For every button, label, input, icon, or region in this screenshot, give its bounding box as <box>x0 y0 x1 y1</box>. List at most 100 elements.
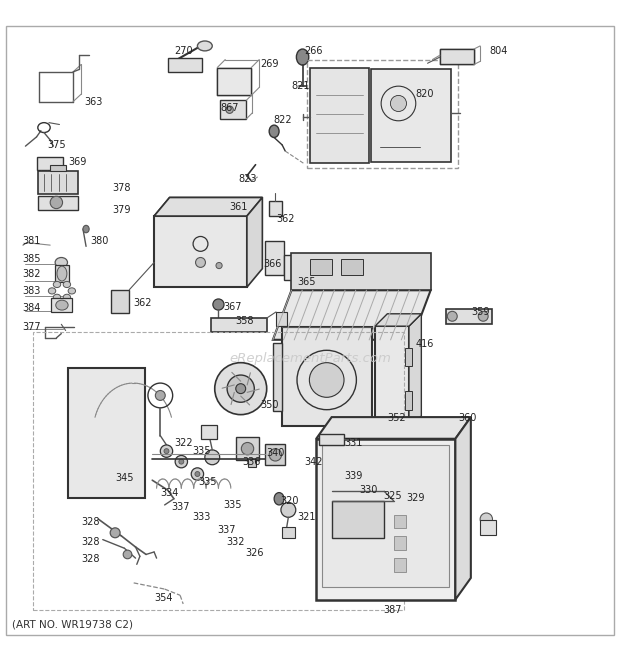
Bar <box>217 67 251 95</box>
Text: 378: 378 <box>112 183 131 193</box>
Ellipse shape <box>50 196 63 209</box>
Ellipse shape <box>156 391 166 401</box>
Bar <box>55 265 69 282</box>
Ellipse shape <box>83 225 89 233</box>
Text: 382: 382 <box>22 269 41 279</box>
Ellipse shape <box>175 455 187 468</box>
Ellipse shape <box>68 288 76 294</box>
Text: 352: 352 <box>388 413 406 423</box>
Bar <box>248 459 255 467</box>
Text: 363: 363 <box>84 97 102 106</box>
Bar <box>201 425 216 439</box>
Text: 332: 332 <box>226 537 245 547</box>
Text: 379: 379 <box>112 205 131 215</box>
Bar <box>371 69 451 162</box>
Bar <box>282 527 294 538</box>
Text: 365: 365 <box>298 277 316 288</box>
Text: 329: 329 <box>406 492 424 502</box>
Ellipse shape <box>53 294 61 301</box>
Bar <box>310 259 332 275</box>
Ellipse shape <box>269 449 281 461</box>
Text: 342: 342 <box>304 457 322 467</box>
Text: 350: 350 <box>260 400 279 410</box>
Text: 336: 336 <box>242 457 260 467</box>
Ellipse shape <box>448 311 457 321</box>
Ellipse shape <box>123 550 132 559</box>
Bar <box>405 391 412 410</box>
Text: 328: 328 <box>81 518 100 527</box>
Text: 266: 266 <box>304 46 322 56</box>
Ellipse shape <box>226 106 233 114</box>
Text: 384: 384 <box>22 303 41 313</box>
Bar <box>316 439 455 600</box>
Ellipse shape <box>197 41 212 51</box>
Ellipse shape <box>195 258 205 268</box>
Bar <box>38 171 78 194</box>
Text: 328: 328 <box>81 537 100 547</box>
Bar <box>50 165 66 171</box>
Ellipse shape <box>161 445 172 457</box>
Bar <box>68 368 145 498</box>
Bar <box>111 290 130 313</box>
Text: 331: 331 <box>344 438 363 448</box>
Text: 820: 820 <box>415 89 434 99</box>
Text: 270: 270 <box>174 46 192 56</box>
Ellipse shape <box>205 450 219 465</box>
Text: 387: 387 <box>383 605 402 615</box>
Bar <box>268 200 282 216</box>
Text: 823: 823 <box>239 174 257 184</box>
Text: 328: 328 <box>81 555 100 564</box>
Bar <box>394 558 406 572</box>
Ellipse shape <box>216 262 222 268</box>
Text: 360: 360 <box>458 413 477 423</box>
Ellipse shape <box>164 449 169 453</box>
Text: 416: 416 <box>415 339 433 349</box>
Bar <box>276 312 287 326</box>
Text: 330: 330 <box>360 485 378 495</box>
Bar <box>284 255 303 280</box>
Polygon shape <box>154 198 262 216</box>
Ellipse shape <box>215 363 267 414</box>
Text: 340: 340 <box>267 448 285 458</box>
Polygon shape <box>409 314 422 428</box>
Text: 359: 359 <box>471 307 489 317</box>
Bar <box>168 58 202 72</box>
Text: 381: 381 <box>22 237 41 247</box>
Text: 337: 337 <box>171 502 189 512</box>
Ellipse shape <box>274 492 284 505</box>
Bar <box>33 332 404 610</box>
Polygon shape <box>247 198 262 287</box>
Bar <box>220 100 246 119</box>
Polygon shape <box>455 417 471 600</box>
Text: 385: 385 <box>22 254 41 264</box>
Bar <box>307 60 458 169</box>
Bar <box>211 318 267 332</box>
Text: 322: 322 <box>174 438 193 448</box>
Text: 377: 377 <box>22 323 41 332</box>
Ellipse shape <box>55 258 68 268</box>
Ellipse shape <box>309 363 344 397</box>
Ellipse shape <box>391 95 407 112</box>
Text: 339: 339 <box>344 471 363 481</box>
Bar <box>236 437 259 461</box>
Ellipse shape <box>227 375 254 403</box>
Bar <box>37 157 63 170</box>
Ellipse shape <box>195 471 200 477</box>
Ellipse shape <box>296 49 309 65</box>
Text: 335: 335 <box>223 500 242 510</box>
Bar <box>273 343 282 411</box>
Ellipse shape <box>478 311 488 321</box>
Text: 354: 354 <box>154 593 172 603</box>
Ellipse shape <box>281 502 296 518</box>
Ellipse shape <box>57 266 67 281</box>
Text: 366: 366 <box>264 258 282 268</box>
Text: 361: 361 <box>229 202 248 212</box>
Text: 269: 269 <box>260 59 279 69</box>
Polygon shape <box>273 290 431 340</box>
Polygon shape <box>316 417 471 439</box>
Bar <box>310 67 369 163</box>
Polygon shape <box>291 253 431 290</box>
Ellipse shape <box>179 459 184 464</box>
Text: 333: 333 <box>192 512 211 522</box>
Bar <box>51 298 73 312</box>
